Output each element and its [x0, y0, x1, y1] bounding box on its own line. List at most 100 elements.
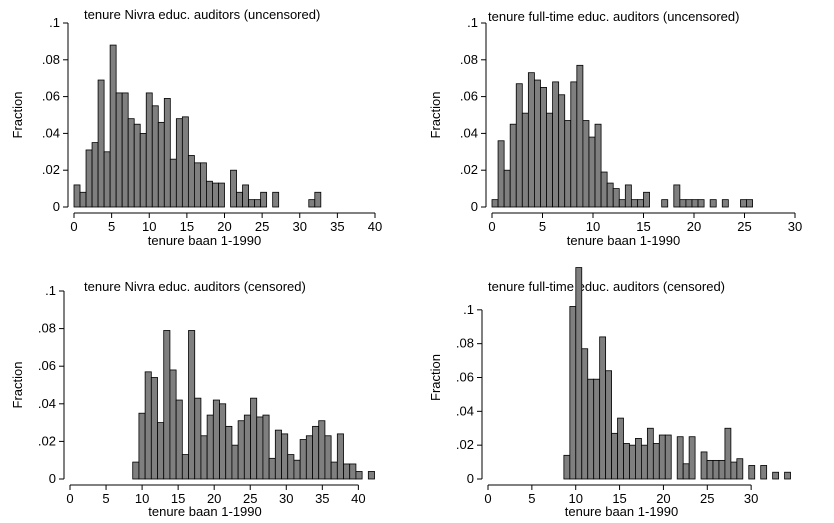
histogram-bar: [637, 199, 644, 208]
histogram-bar: [617, 417, 624, 480]
x-tick-label: 15: [612, 491, 626, 506]
histogram-bar: [343, 463, 351, 480]
histogram-bar: [497, 140, 505, 208]
histogram-bar: [230, 169, 237, 208]
histogram-bar: [599, 336, 607, 480]
histogram-bar: [679, 199, 687, 208]
histogram-bar: [97, 79, 105, 208]
panel-title: tenure full-time educ. auditors (censore…: [488, 279, 725, 294]
histogram-panel-3: tenure Nivra educ. auditors (censored) 0.…: [10, 279, 375, 519]
histogram-bar: [139, 132, 147, 208]
y-tick-label: .08: [460, 52, 478, 67]
x-tick-label: 20: [217, 219, 231, 234]
histogram-bar: [600, 171, 608, 208]
histogram-bar: [515, 83, 523, 208]
x-tick-label: 25: [737, 219, 751, 234]
histogram-bar: [576, 64, 584, 208]
histogram-bar: [581, 348, 589, 480]
x-tick-label: 35: [315, 491, 329, 506]
y-axis-label: Fraction: [428, 354, 443, 401]
histogram-bar: [145, 92, 153, 208]
histogram-panel-4: tenure full-time educ. auditors (censore…: [428, 267, 791, 519]
histogram-bar: [534, 79, 541, 208]
histogram-bar: [260, 191, 268, 208]
histogram-bar: [272, 191, 280, 208]
histogram-bar: [181, 454, 189, 480]
histogram-bar: [509, 123, 517, 208]
histogram-bar: [611, 432, 618, 480]
histogram-bar: [212, 399, 220, 480]
histogram-bar: [691, 199, 699, 208]
histogram-bar: [697, 199, 705, 208]
y-tick-label: 0: [49, 471, 56, 486]
x-tick-label: 0: [488, 219, 495, 234]
histogram-bar: [706, 459, 714, 480]
histogram-bar: [163, 98, 171, 208]
histogram-bar: [250, 397, 258, 480]
histogram-bar: [236, 191, 243, 208]
histogram-bar: [200, 162, 207, 208]
histogram-bar: [661, 199, 669, 208]
x-tick-label: 5: [528, 491, 535, 506]
histogram-bar: [552, 81, 560, 208]
x-tick-label: 40: [368, 219, 382, 234]
histogram-bar: [299, 439, 307, 480]
y-tick-label: 0: [471, 199, 478, 214]
histogram-bar: [736, 458, 744, 480]
histogram-bar: [367, 471, 375, 480]
histogram-bar: [262, 414, 270, 480]
x-tick-label: 30: [279, 491, 293, 506]
histogram-bar: [558, 94, 566, 208]
histogram-bar: [652, 443, 660, 480]
histogram-bar: [624, 184, 632, 208]
x-tick-label: 30: [788, 219, 802, 234]
histogram-bar: [109, 44, 117, 208]
y-tick-label: .06: [456, 370, 474, 385]
histogram-bar: [594, 123, 602, 208]
histogram-bar: [305, 435, 313, 480]
histogram-bar: [564, 120, 572, 208]
histogram-bar: [587, 378, 595, 480]
histogram-bar: [605, 370, 612, 480]
histogram-bar: [575, 267, 583, 480]
x-tick-label: 20: [687, 219, 701, 234]
histogram-bar: [231, 444, 239, 480]
y-axis-label: Fraction: [10, 362, 25, 409]
histogram-bar: [243, 414, 251, 480]
histogram-bar: [700, 451, 708, 480]
histogram-bar: [724, 427, 732, 480]
x-tick-label: 5: [539, 219, 546, 234]
histogram-bar: [138, 412, 146, 480]
x-tick-label: 30: [293, 219, 307, 234]
histogram-bar: [132, 461, 140, 480]
y-tick-label: 0: [53, 199, 60, 214]
x-tick-label: 40: [351, 491, 365, 506]
x-tick-label: 5: [102, 491, 109, 506]
x-tick-label: 15: [180, 219, 194, 234]
histogram-bar: [308, 199, 316, 208]
histogram-bar: [612, 188, 620, 208]
x-tick-label: 5: [108, 219, 115, 234]
histogram-bar: [187, 155, 195, 208]
histogram-bar: [685, 199, 693, 208]
histogram-bar: [643, 191, 650, 208]
y-tick-label: .02: [460, 162, 478, 177]
x-tick-label: 15: [636, 219, 650, 234]
histogram-bar: [721, 199, 729, 208]
histogram-bar: [748, 465, 756, 480]
histogram-bar: [206, 414, 214, 480]
histogram-bar: [85, 149, 93, 208]
histogram-bar: [740, 199, 747, 208]
x-tick-label: 25: [700, 491, 714, 506]
y-tick-label: .1: [45, 283, 56, 298]
y-tick-label: .04: [42, 125, 60, 140]
y-axis-label: Fraction: [10, 92, 25, 139]
histogram-bar: [673, 184, 681, 208]
histogram-panel-1: tenure Nivra educ. auditors (uncensored)…: [10, 7, 382, 248]
histogram-bar: [281, 433, 289, 480]
histogram-bar: [188, 330, 196, 480]
histogram-bar: [218, 182, 225, 208]
histogram-bar: [115, 92, 123, 208]
histogram-bar: [646, 427, 654, 480]
